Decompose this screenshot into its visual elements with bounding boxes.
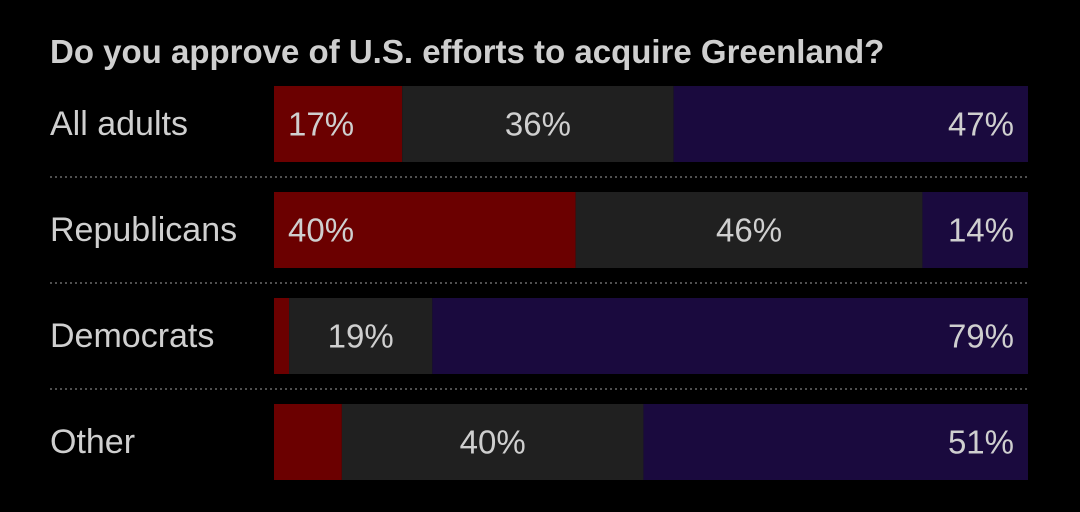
data-label: 46% xyxy=(716,212,782,249)
bar-segment xyxy=(432,298,1029,374)
data-label: 36% xyxy=(505,106,571,143)
bar-segment xyxy=(274,298,290,374)
category-label-other: Other xyxy=(50,423,135,461)
bar-segment xyxy=(274,192,576,268)
data-label: 14% xyxy=(948,212,1014,249)
value-labels: 17% 36% 47% 40% 46% 14% 19% 79% 40% 51% xyxy=(288,106,1014,461)
bar-segment xyxy=(289,298,433,374)
category-label-republicans: Republicans xyxy=(50,211,237,249)
bar-segment xyxy=(673,86,1028,162)
bar-segment xyxy=(922,192,1028,268)
bar-segment xyxy=(575,192,923,268)
bar-segment xyxy=(341,404,644,480)
data-label: 17% xyxy=(288,106,354,143)
data-label: 79% xyxy=(948,318,1014,355)
data-label: 19% xyxy=(328,318,394,355)
data-label: 40% xyxy=(288,212,354,249)
bar-segments xyxy=(274,86,1029,480)
bar-segment xyxy=(643,404,1028,480)
bar-segment xyxy=(274,86,403,162)
chart-title: Do you approve of U.S. efforts to acquir… xyxy=(50,33,885,70)
data-label: 40% xyxy=(460,424,526,461)
row-separators xyxy=(50,176,1030,390)
data-label: 51% xyxy=(948,424,1014,461)
bar-segment xyxy=(402,86,674,162)
category-label-democrats: Democrats xyxy=(50,317,214,355)
bar-segment xyxy=(274,404,342,480)
category-labels: All adults Republicans Democrats Other xyxy=(50,105,237,461)
data-label: 47% xyxy=(948,106,1014,143)
category-label-all-adults: All adults xyxy=(50,105,188,143)
